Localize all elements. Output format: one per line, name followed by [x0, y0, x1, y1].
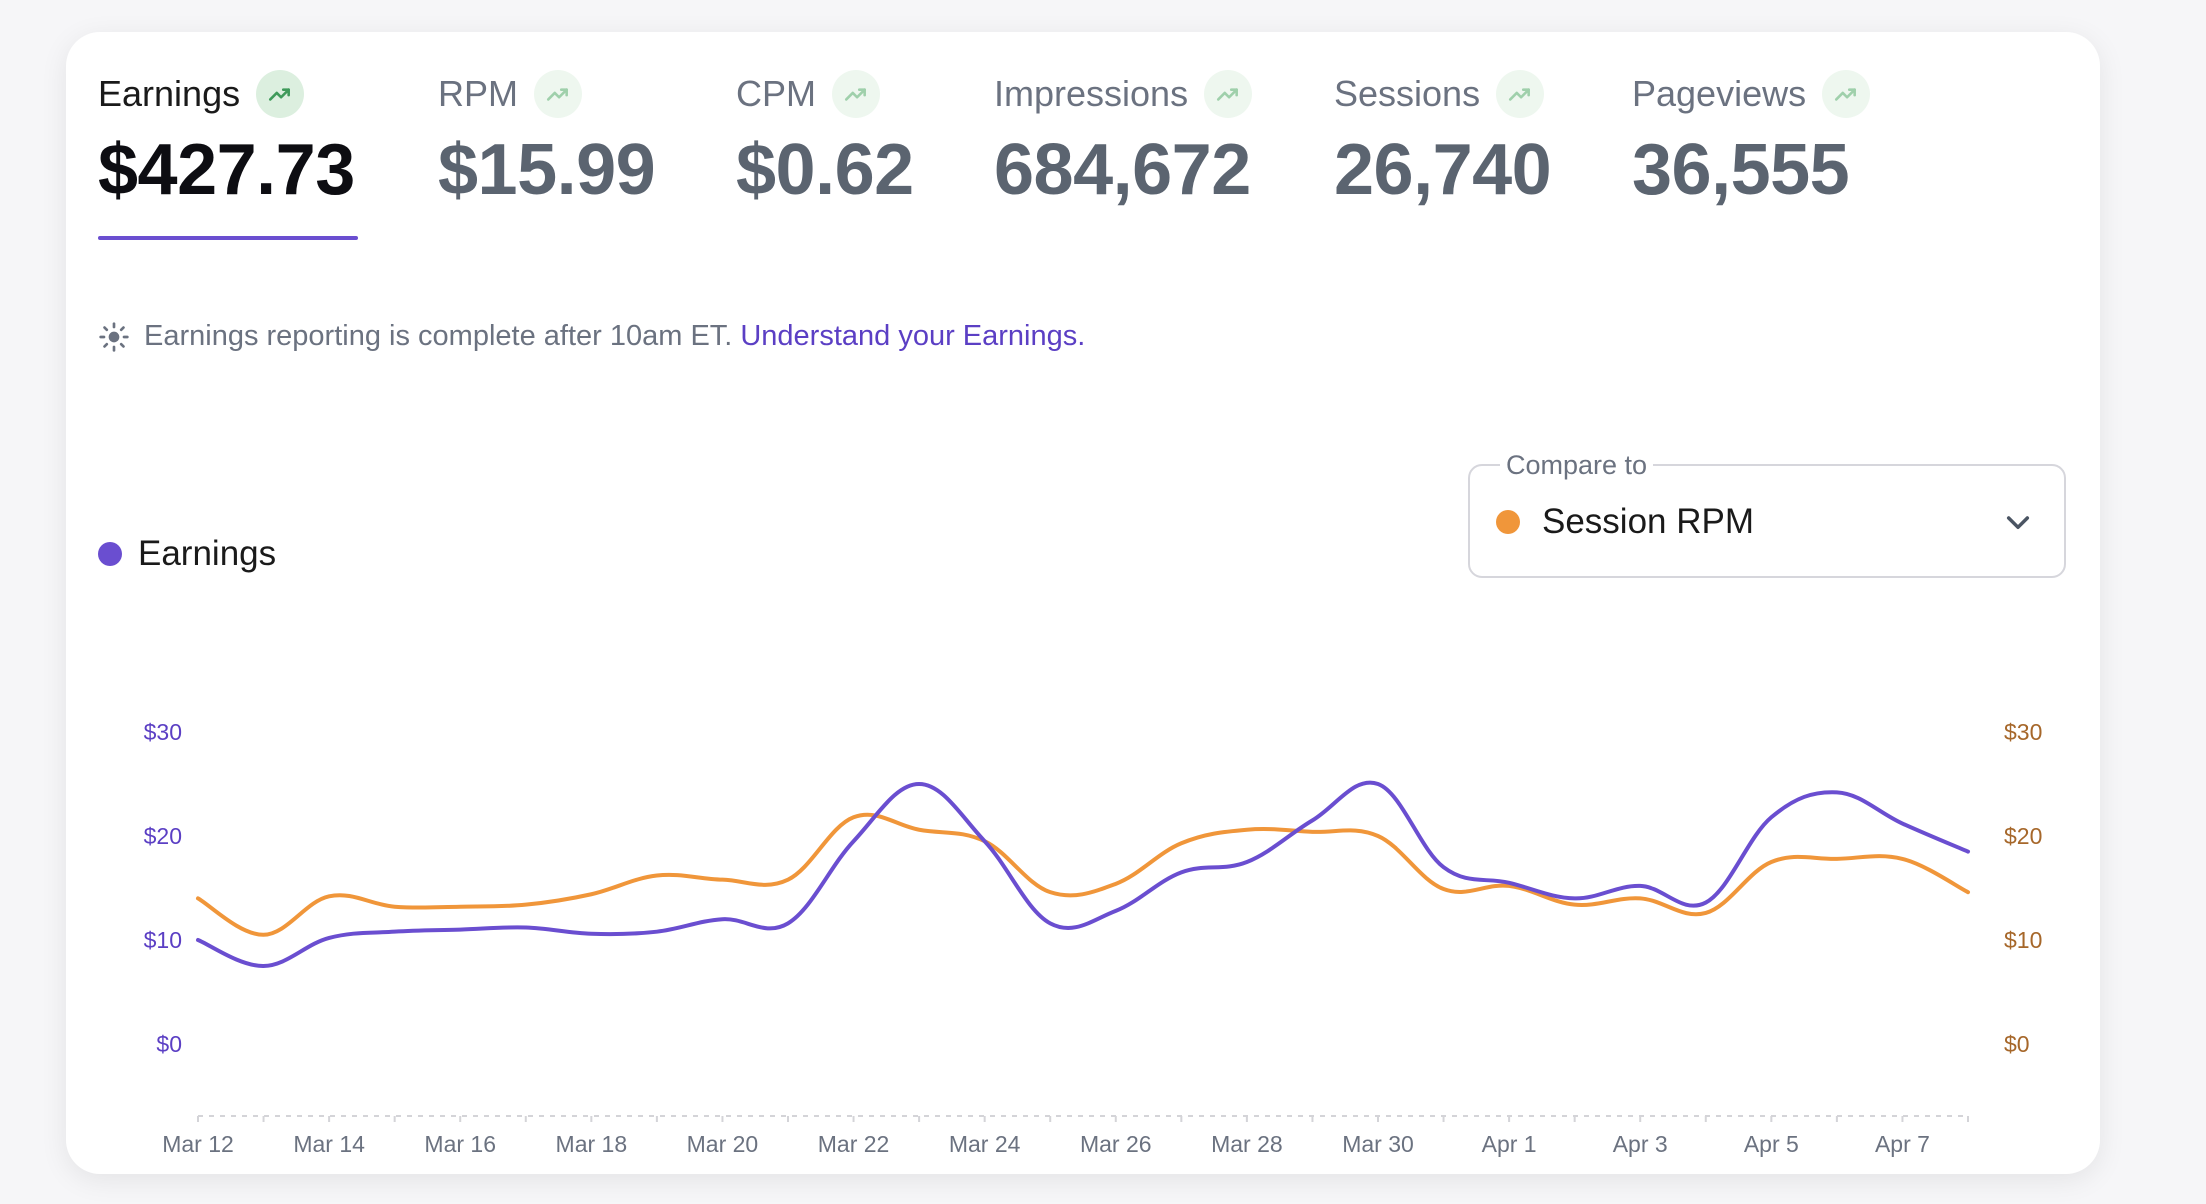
y-right-tick-label: $0 — [2004, 1031, 2030, 1057]
trending-up-icon — [1496, 70, 1545, 118]
x-tick-label: Apr 3 — [1613, 1131, 1668, 1157]
earnings-series-line — [196, 780, 1970, 969]
session-rpm-dot — [1496, 510, 1520, 534]
earnings-legend-dot — [98, 542, 122, 566]
metric-value: $0.62 — [736, 130, 914, 210]
metric-label: CPM — [736, 73, 816, 114]
metric-label: Earnings — [98, 73, 241, 114]
compare-to-select[interactable]: Compare to Session RPM — [1468, 450, 2066, 578]
x-tick-label: Mar 28 — [1211, 1131, 1283, 1157]
metric-tab-earnings[interactable]: Earnings $427.73 — [98, 66, 358, 240]
x-tick-label: Mar 20 — [687, 1131, 759, 1157]
metric-value: $427.73 — [98, 130, 355, 210]
metric-tab-pageviews[interactable]: Pageviews 36,555 — [1632, 66, 1871, 210]
x-tick-label: Mar 12 — [162, 1131, 234, 1157]
y-left-tick-label: $10 — [144, 927, 182, 953]
y-right-tick-label: $30 — [2004, 719, 2042, 745]
metric-tab-rpm[interactable]: RPM $15.99 — [438, 66, 656, 210]
trending-up-icon — [534, 70, 582, 118]
active-tab-underline — [98, 236, 358, 240]
trending-up-icon — [832, 70, 880, 118]
x-tick-label: Apr 7 — [1875, 1131, 1930, 1157]
x-tick-label: Mar 22 — [818, 1131, 890, 1157]
legend-label: Earnings — [138, 534, 277, 573]
x-tick-label: Apr 1 — [1482, 1131, 1537, 1157]
x-tick-label: Mar 14 — [293, 1131, 365, 1157]
note-text: Earnings reporting is complete after 10a… — [144, 320, 733, 352]
earnings-card: Earnings $427.73 RPM $15.99 CPM $0.62 Im… — [66, 32, 2100, 1174]
y-left-tick-label: $0 — [156, 1031, 182, 1057]
trending-up-icon — [1822, 70, 1871, 118]
y-left-tick-label: $30 — [144, 719, 182, 745]
trending-up-icon — [256, 70, 305, 118]
metric-label: Pageviews — [1632, 73, 1807, 114]
chevron-down-icon[interactable] — [2002, 506, 2034, 538]
trending-up-icon — [1204, 70, 1253, 118]
x-tick-label: Mar 24 — [949, 1131, 1021, 1157]
understand-earnings-link[interactable]: Understand your Earnings. — [740, 320, 1086, 352]
metric-value: 36,555 — [1632, 130, 1850, 210]
metric-label: Sessions — [1334, 73, 1481, 114]
earnings-line-chart: $0 $10 $20 $30 $0 $10 $20 $30 Mar 12 Mar 14 Mar 16… — [144, 719, 2043, 1157]
y-right-tick-label: $20 — [2004, 823, 2042, 849]
metric-tab-impressions[interactable]: Impressions 684,672 — [994, 66, 1253, 210]
x-tick-label: Mar 16 — [424, 1131, 496, 1157]
y-left-tick-label: $20 — [144, 823, 182, 849]
x-tick-label: Mar 30 — [1342, 1131, 1414, 1157]
metric-value: 684,672 — [994, 130, 1251, 210]
x-tick-label: Mar 18 — [556, 1131, 628, 1157]
metric-tab-sessions[interactable]: Sessions 26,740 — [1334, 66, 1552, 210]
compare-value-text: Session RPM — [1542, 502, 1755, 541]
compare-selected-value: Session RPM — [1496, 502, 1754, 542]
metric-tab-cpm[interactable]: CPM $0.62 — [736, 66, 914, 206]
session-rpm-series-line — [196, 812, 1970, 937]
chart-legend: Earnings — [98, 534, 276, 574]
x-tick-label: Mar 26 — [1080, 1131, 1152, 1157]
metric-label: Impressions — [994, 73, 1189, 114]
metric-label: RPM — [438, 73, 518, 114]
compare-to-label: Compare to — [1500, 450, 1654, 480]
earnings-reporting-note: Earnings reporting is complete after 10a… — [98, 320, 1085, 353]
sun-icon — [99, 321, 129, 352]
y-right-tick-label: $10 — [2004, 927, 2042, 953]
metric-value: $15.99 — [438, 130, 656, 210]
metric-value: 26,740 — [1334, 130, 1552, 210]
x-tick-label: Apr 5 — [1744, 1131, 1799, 1157]
